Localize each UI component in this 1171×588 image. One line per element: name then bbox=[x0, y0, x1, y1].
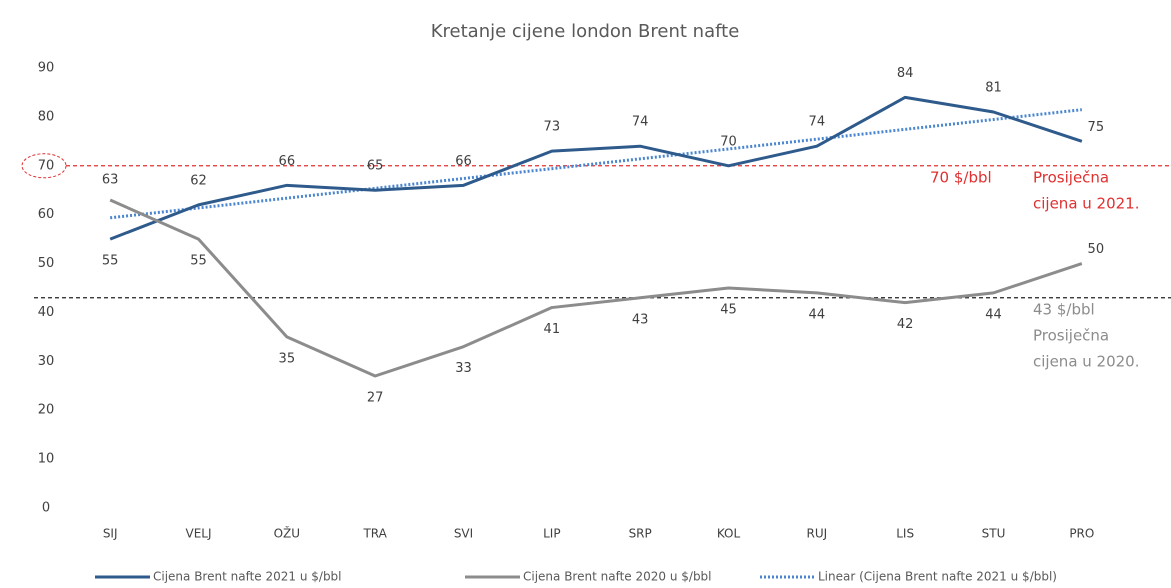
y-tick-label: 50 bbox=[38, 256, 55, 271]
x-tick-label: STU bbox=[982, 527, 1006, 541]
x-tick-label: SRP bbox=[629, 527, 652, 541]
data-label: 35 bbox=[279, 351, 296, 366]
data-label: 74 bbox=[632, 115, 649, 130]
legend-label: Linear (Cijena Brent nafte 2021 u $/bbl) bbox=[818, 570, 1057, 584]
y-tick-label: 0 bbox=[42, 501, 50, 516]
data-label: 62 bbox=[190, 173, 207, 188]
x-tick-label: LIP bbox=[543, 527, 560, 541]
x-tick-label: RUJ bbox=[806, 527, 827, 541]
data-label: 70 bbox=[720, 134, 737, 149]
data-label: 55 bbox=[190, 254, 207, 269]
y-tick-label: 30 bbox=[38, 354, 55, 369]
data-label: 65 bbox=[367, 159, 384, 174]
data-label: 63 bbox=[102, 173, 119, 188]
reference-text: Prosiječna bbox=[1033, 326, 1109, 344]
data-label: 75 bbox=[1088, 120, 1105, 135]
y-tick-label: 80 bbox=[38, 109, 55, 124]
x-tick-label: KOL bbox=[717, 527, 741, 541]
reference-text: Prosiječna bbox=[1033, 168, 1109, 186]
series-line bbox=[109, 95, 1083, 241]
x-tick-label: VELJ bbox=[185, 527, 211, 541]
data-label: 66 bbox=[455, 154, 472, 169]
data-label: 45 bbox=[720, 303, 737, 318]
data-label: 66 bbox=[279, 154, 296, 169]
data-label: 44 bbox=[809, 307, 826, 322]
y-tick-label: 60 bbox=[38, 207, 55, 222]
reference-text: cijena u 2020. bbox=[1033, 352, 1140, 370]
x-tick-label: SIJ bbox=[103, 527, 118, 541]
data-label: 81 bbox=[985, 81, 1002, 96]
x-tick-label: TRA bbox=[362, 527, 387, 541]
data-label: 84 bbox=[897, 66, 914, 81]
trendline bbox=[110, 108, 1082, 220]
y-tick-label: 40 bbox=[38, 305, 55, 320]
data-label: 33 bbox=[455, 361, 472, 376]
data-label: 43 bbox=[632, 312, 649, 327]
series-line bbox=[109, 198, 1083, 378]
x-tick-label: LIS bbox=[896, 527, 914, 541]
reference-text: cijena u 2021. bbox=[1033, 194, 1140, 212]
y-tick-label: 70 bbox=[38, 158, 55, 173]
reference-label: 70 $/bbl bbox=[930, 168, 992, 186]
data-label: 44 bbox=[985, 307, 1002, 322]
data-label: 41 bbox=[544, 322, 561, 337]
legend-label: Cijena Brent nafte 2021 u $/bbl bbox=[153, 570, 342, 584]
data-label: 27 bbox=[367, 391, 384, 406]
y-tick-label: 90 bbox=[38, 61, 55, 76]
data-label: 42 bbox=[897, 317, 914, 332]
x-tick-label: OŽU bbox=[274, 526, 300, 541]
y-tick-label: 20 bbox=[38, 403, 55, 418]
tick-highlight bbox=[21, 153, 67, 179]
data-label: 73 bbox=[544, 120, 561, 135]
chart-title: Kretanje cijene london Brent nafte bbox=[431, 21, 740, 42]
data-label: 55 bbox=[102, 254, 119, 269]
data-label: 50 bbox=[1088, 242, 1105, 257]
x-tick-label: SVI bbox=[454, 527, 473, 541]
y-tick-label: 10 bbox=[38, 452, 55, 467]
reference-label: 43 $/bbl bbox=[1033, 300, 1095, 318]
data-label: 74 bbox=[809, 115, 826, 130]
x-tick-label: PRO bbox=[1069, 527, 1094, 541]
legend-label: Cijena Brent nafte 2020 u $/bbl bbox=[523, 570, 712, 584]
